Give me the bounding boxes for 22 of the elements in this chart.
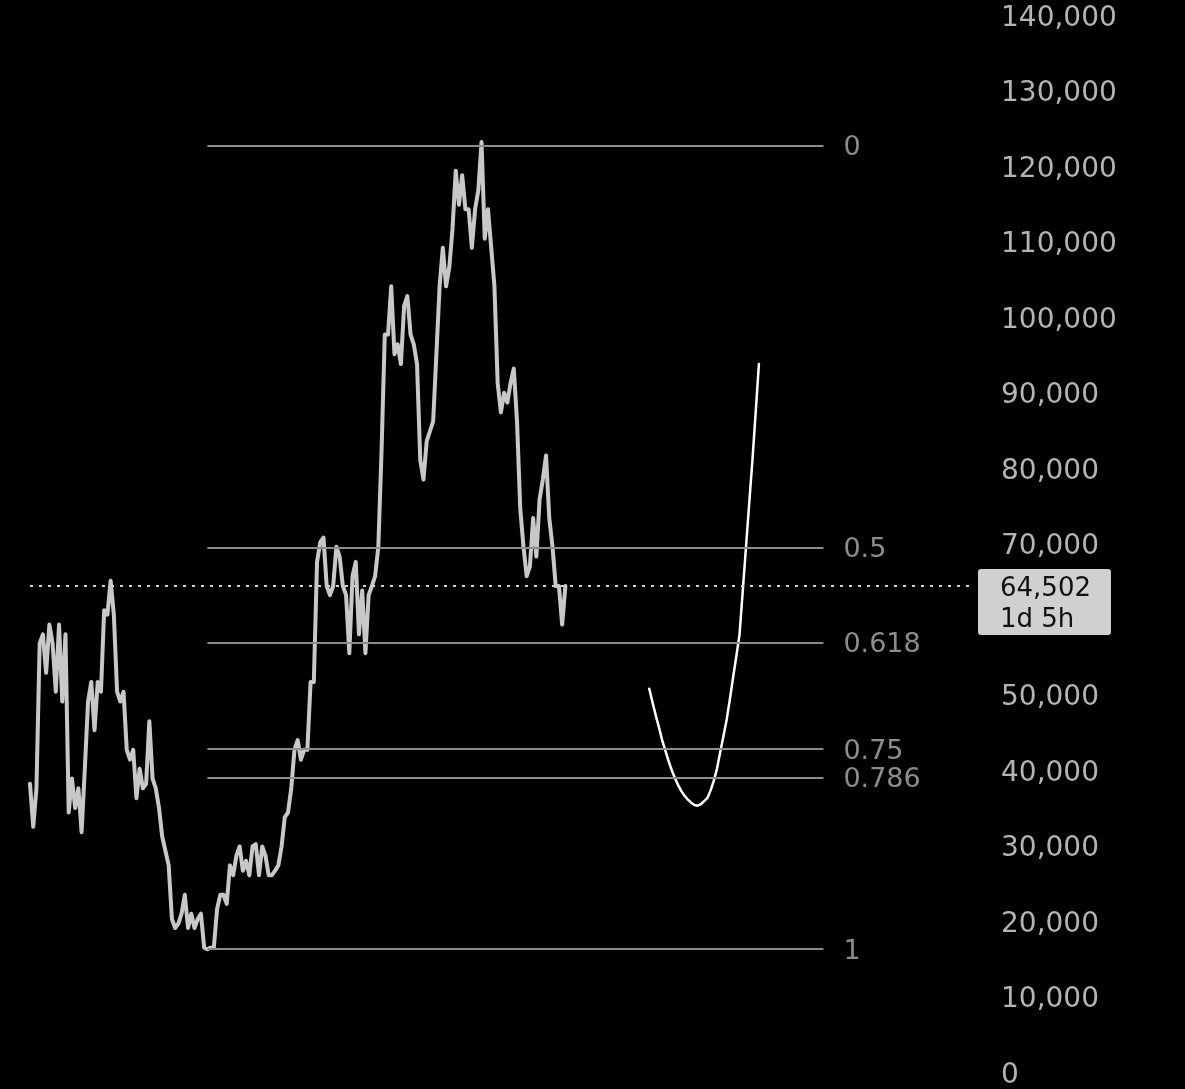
y-tick-label: 10,000	[1001, 981, 1099, 1014]
y-tick-label: 110,000	[1001, 226, 1117, 259]
y-tick-label: 0	[1001, 1056, 1019, 1089]
y-tick-label: 40,000	[1001, 754, 1099, 788]
y-tick-label: 130,000	[1001, 75, 1117, 108]
ref-line-label: 64,502 1d 5h	[1000, 571, 1091, 633]
annotation: 0.786	[843, 762, 921, 794]
y-tick-label: 100,000	[1001, 301, 1117, 335]
y-tick-label: 120,000	[1001, 150, 1117, 184]
y-tick-label: 80,000	[1001, 452, 1099, 486]
annotation: 0.618	[843, 627, 921, 659]
y-tick-label: 90,000	[1001, 377, 1099, 410]
line-series	[648, 362, 761, 807]
annotation: 0.5	[843, 532, 887, 564]
annotation: 0.75	[843, 733, 904, 765]
y-tick-label: 50,000	[1001, 679, 1099, 712]
annotation: 0	[843, 130, 861, 162]
y-tick-label: 70,000	[1001, 528, 1099, 561]
y-tick-label: 30,000	[1001, 830, 1099, 863]
y-tick-label: 140,000	[1001, 0, 1117, 33]
y-tick-label: 20,000	[1001, 905, 1099, 939]
annotation: 1	[843, 933, 861, 965]
